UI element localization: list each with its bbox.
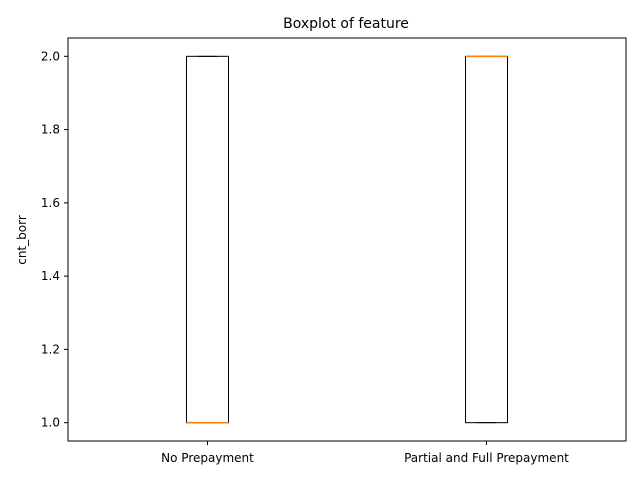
- x-tick-label: No Prepayment: [161, 451, 254, 465]
- y-tick-label: 1.2: [41, 342, 60, 356]
- axes-frame: [67, 37, 627, 442]
- y-tick-label: 1.8: [41, 123, 60, 137]
- chart-title: Boxplot of feature: [283, 16, 409, 32]
- box-body: [465, 55, 508, 424]
- y-tick-label: 1.4: [41, 269, 60, 283]
- x-tick-label: Partial and Full Prepayment: [404, 451, 569, 465]
- plot-area: 1.0 1.2 1.4 1.6 1.8 2.0 No Prepayment Partial a…: [41, 49, 569, 465]
- y-tick-label: 1.0: [41, 416, 60, 430]
- y-axis-title: cnt_borr: [15, 215, 29, 265]
- y-tick-label: 1.6: [41, 196, 60, 210]
- y-tick-label: 2.0: [41, 49, 60, 63]
- box-body: [186, 55, 229, 424]
